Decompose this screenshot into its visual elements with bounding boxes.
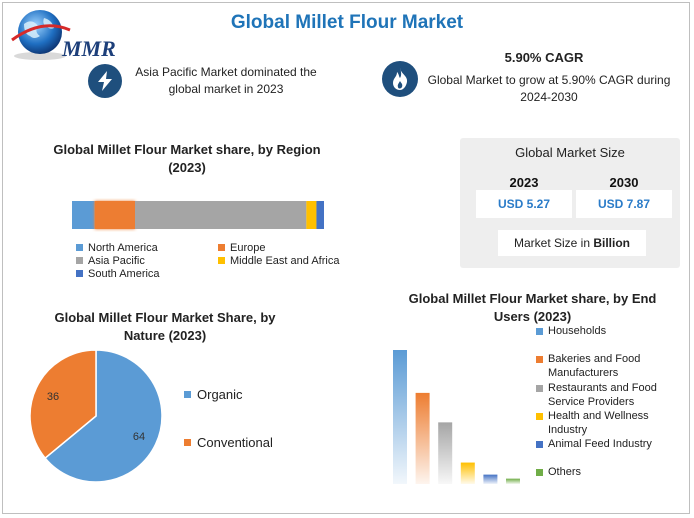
nature-legend-item-organic: Organic (184, 386, 243, 402)
nature-legend-item-conventional: Conventional (184, 434, 273, 450)
enduser-bar-restaurants-and-food-service-providers (438, 422, 453, 484)
value-2030-cell: USD 7.87 (576, 190, 672, 218)
legend-swatch (76, 244, 83, 251)
legend-label: Europe (230, 241, 266, 254)
legend-swatch (184, 390, 191, 398)
legend-label: Organic (197, 386, 243, 402)
market-size-note-unit: Billion (593, 236, 631, 250)
enduser-bar-bakeries-and-food-manufacturers (415, 392, 430, 484)
legend-label: Asia Pacific (88, 254, 145, 267)
lightning-icon (88, 64, 122, 98)
enduser-bar-others (506, 478, 520, 484)
region-legend-item-asia-pacific: Asia Pacific (76, 254, 145, 267)
year-2030: 2030 (609, 175, 639, 190)
region-segment-north-america (72, 201, 95, 229)
pie-slice-conventional (29, 349, 97, 460)
legend-label: Households (548, 325, 607, 337)
page-frame (2, 2, 690, 514)
enduser-bar-households (393, 350, 407, 484)
region-legend-item-europe: Europe (218, 241, 265, 254)
logo: MMR (10, 6, 140, 66)
legend-swatch (536, 328, 543, 335)
value-2030: USD 7.87 (597, 197, 651, 211)
region-legend: North America Europe Asia Pacific Middle Ea… (76, 241, 356, 281)
pie-label-organic: 64 (133, 431, 145, 443)
legend-label: Animal Feed Industry (548, 438, 652, 450)
enduser-bar-health-and-wellness-industry (460, 462, 475, 484)
flame-icon (382, 61, 418, 97)
legend-swatch (218, 257, 225, 264)
nature-legend: Organic Conventional (184, 384, 304, 454)
value-2023: USD 5.27 (497, 197, 551, 211)
region-legend-item-south-america: South America (76, 267, 160, 280)
region-chart-title: Global Millet Flour Market share, by Reg… (53, 142, 321, 175)
enduser-bar-animal-feed-industry (483, 474, 498, 484)
cagr-title: 5.90% CAGR (504, 50, 584, 65)
endusers-bar-chart (393, 350, 520, 484)
market-size-title: Global Market Size (515, 145, 625, 160)
market-size-panel: Global Market Size 2023 2030 USD 5.27 US… (460, 138, 680, 268)
globe-icon (11, 10, 71, 60)
pie-slice-organic (44, 349, 163, 483)
legend-swatch (184, 438, 191, 446)
legend-label: Restaurants and Food Service Providers (548, 382, 657, 408)
legend-swatch (218, 244, 225, 251)
value-2023-cell: USD 5.27 (476, 190, 572, 218)
market-size-note-prefix: Market Size in (513, 236, 594, 250)
headline-left-text: Asia Pacific Market dominated the global… (135, 65, 317, 96)
market-size-note-box: Market Size in Billion (498, 230, 646, 256)
enduser-legend-item-others: Others (536, 465, 686, 479)
enduser-legend-item-restaurants-and-food-service-providers: Restaurants and Food Service Providers (536, 381, 686, 409)
year-2023: 2023 (509, 175, 539, 190)
legend-swatch (536, 385, 543, 392)
legend-label: North America (88, 241, 158, 254)
legend-label: Health and Wellness Industry (548, 410, 649, 436)
legend-label: Others (548, 466, 582, 478)
headline-right-text: Global Market to grow at 5.90% CAGR duri… (427, 73, 671, 104)
logo-text: MMR (62, 36, 116, 61)
pie-label-conventional: 36 (47, 391, 59, 403)
enduser-legend-item-health-and-wellness-industry: Health and Wellness Industry (536, 409, 686, 437)
region-stacked-bar (72, 201, 324, 229)
legend-swatch (76, 270, 83, 277)
page-title: Global Millet Flour Market (230, 12, 464, 33)
region-segment-south-america (316, 201, 324, 229)
region-legend-item-north-america: North America (76, 241, 158, 254)
region-segment-europe (94, 201, 135, 229)
legend-label: Middle East and Africa (230, 254, 340, 267)
legend-swatch (76, 257, 83, 264)
enduser-legend-item-animal-feed-industry: Animal Feed Industry (536, 437, 686, 451)
legend-label: South America (88, 267, 160, 280)
region-segment-middle-east-and-africa (306, 201, 317, 229)
legend-swatch (536, 413, 543, 420)
region-legend-item-middle-east-and-africa: Middle East and Africa (218, 254, 339, 267)
endusers-chart-title: Global Millet Flour Market share, by End… (408, 291, 657, 324)
endusers-legend: Households Bakeries and Food Manufacturer… (536, 324, 686, 488)
legend-swatch (536, 441, 543, 448)
legend-label: Bakeries and Food Manufacturers (548, 353, 641, 379)
enduser-legend-item-bakeries-and-food-manufacturers: Bakeries and Food Manufacturers (536, 352, 686, 380)
nature-chart-title: Global Millet Flour Market Share, by Nat… (54, 310, 276, 343)
nature-pie-chart: 64 36 (29, 349, 163, 483)
legend-swatch (536, 356, 543, 363)
legend-label: Conventional (197, 434, 273, 450)
enduser-legend-item-households: Households (536, 324, 686, 338)
legend-swatch (536, 469, 543, 476)
region-segment-asia-pacific (135, 201, 307, 229)
